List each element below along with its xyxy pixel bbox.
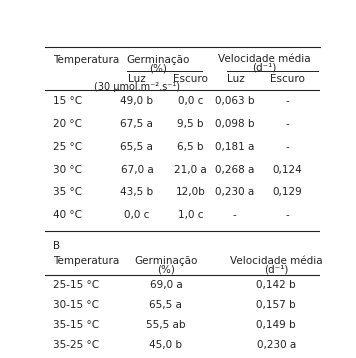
Text: Velocidade média: Velocidade média bbox=[218, 54, 310, 64]
Text: 69,0 a: 69,0 a bbox=[150, 280, 182, 290]
Text: 21,0 a: 21,0 a bbox=[174, 165, 207, 175]
Text: 0,149 b: 0,149 b bbox=[256, 320, 296, 330]
Text: 0,0 c: 0,0 c bbox=[178, 96, 203, 106]
Text: Temperatura: Temperatura bbox=[53, 55, 119, 66]
Text: (%): (%) bbox=[149, 64, 167, 74]
Text: -: - bbox=[286, 142, 289, 152]
Text: Germinação: Germinação bbox=[134, 256, 198, 266]
Text: 25 °C: 25 °C bbox=[53, 142, 82, 152]
Text: (30 μmol.m⁻².s⁻¹): (30 μmol.m⁻².s⁻¹) bbox=[94, 82, 180, 92]
Text: 9,5 b: 9,5 b bbox=[178, 119, 204, 129]
Text: Luz: Luz bbox=[128, 74, 146, 84]
Text: -: - bbox=[286, 119, 289, 129]
Text: 0,230 a: 0,230 a bbox=[215, 187, 255, 197]
Text: 30 °C: 30 °C bbox=[53, 165, 82, 175]
Text: 65,5 a: 65,5 a bbox=[150, 300, 182, 310]
Text: -: - bbox=[286, 96, 289, 106]
Text: (d⁻¹): (d⁻¹) bbox=[252, 63, 276, 73]
Text: (%): (%) bbox=[157, 265, 175, 275]
Text: 0,124: 0,124 bbox=[272, 165, 302, 175]
Text: 0,181 a: 0,181 a bbox=[215, 142, 255, 152]
Text: Germinação: Germinação bbox=[126, 55, 189, 66]
Text: 0,230 a: 0,230 a bbox=[257, 340, 296, 350]
Text: 0,268 a: 0,268 a bbox=[215, 165, 255, 175]
Text: 35-25 °C: 35-25 °C bbox=[53, 340, 99, 350]
Text: 0,098 b: 0,098 b bbox=[215, 119, 255, 129]
Text: 6,5 b: 6,5 b bbox=[178, 142, 204, 152]
Text: -: - bbox=[286, 210, 289, 220]
Text: 15 °C: 15 °C bbox=[53, 96, 82, 106]
Text: Luz: Luz bbox=[227, 74, 245, 84]
Text: Temperatura: Temperatura bbox=[53, 256, 119, 266]
Text: 0,129: 0,129 bbox=[272, 187, 302, 197]
Text: Escuro: Escuro bbox=[270, 74, 305, 84]
Text: Escuro: Escuro bbox=[173, 74, 208, 84]
Text: 1,0 c: 1,0 c bbox=[178, 210, 204, 220]
Text: 12,0b: 12,0b bbox=[176, 187, 206, 197]
Text: 20 °C: 20 °C bbox=[53, 119, 82, 129]
Text: 35 °C: 35 °C bbox=[53, 187, 82, 197]
Text: B: B bbox=[53, 241, 60, 251]
Text: 67,5 a: 67,5 a bbox=[120, 119, 153, 129]
Text: 55,5 ab: 55,5 ab bbox=[146, 320, 185, 330]
Text: -: - bbox=[233, 210, 237, 220]
Text: 67,0 a: 67,0 a bbox=[121, 165, 153, 175]
Text: (d⁻¹): (d⁻¹) bbox=[264, 265, 288, 275]
Text: 35-15 °C: 35-15 °C bbox=[53, 320, 99, 330]
Text: 0,157 b: 0,157 b bbox=[256, 300, 296, 310]
Text: 45,0 b: 45,0 b bbox=[150, 340, 182, 350]
Text: 40 °C: 40 °C bbox=[53, 210, 82, 220]
Text: Velocidade média: Velocidade média bbox=[230, 256, 323, 266]
Text: 25-15 °C: 25-15 °C bbox=[53, 280, 99, 290]
Text: 65,5 a: 65,5 a bbox=[120, 142, 153, 152]
Text: 49,0 b: 49,0 b bbox=[120, 96, 153, 106]
Text: 0,142 b: 0,142 b bbox=[256, 280, 296, 290]
Text: 30-15 °C: 30-15 °C bbox=[53, 300, 99, 310]
Text: 43,5 b: 43,5 b bbox=[120, 187, 153, 197]
Text: 0,063 b: 0,063 b bbox=[215, 96, 255, 106]
Text: 0,0 c: 0,0 c bbox=[124, 210, 150, 220]
